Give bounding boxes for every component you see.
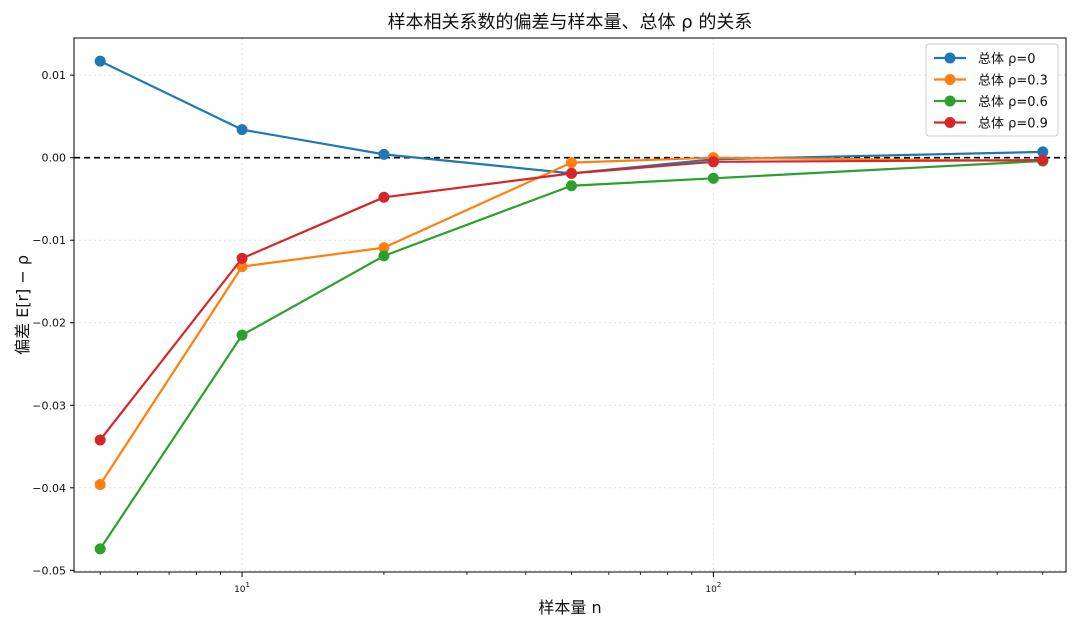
- series-layer: [94, 55, 1049, 555]
- legend-marker: [944, 52, 956, 64]
- series-3: [94, 154, 1049, 446]
- series-line: [99, 60, 1043, 175]
- legend-box: [925, 43, 1059, 137]
- legend-marker: [944, 117, 956, 128]
- data-point: [707, 172, 719, 184]
- legend-marker: [944, 74, 956, 85]
- y-axis: −0.05 −0.04 −0.03 −0.02 −0.01 0.00 0.01: [32, 69, 74, 577]
- legend-marker: [944, 95, 956, 107]
- data-point: [1037, 154, 1049, 166]
- plot-frame: [73, 37, 1067, 573]
- data-point: [236, 124, 248, 136]
- data-point: [378, 242, 390, 254]
- data-point: [565, 157, 577, 169]
- legend-item: 总体 ρ=0.6: [934, 95, 1048, 110]
- data-point: [378, 191, 390, 203]
- y-tick-label: −0.04: [32, 482, 66, 495]
- data-point: [236, 261, 248, 273]
- legend-item: 总体 ρ=0.9: [934, 117, 1048, 132]
- data-point: [565, 180, 577, 192]
- series-line: [99, 159, 1043, 441]
- series-line: [99, 159, 1043, 550]
- x-axis: 101 102: [99, 572, 1044, 595]
- legend-label: 总体 ρ=0.6: [978, 95, 1048, 110]
- legend-label: 总体 ρ=0.9: [978, 117, 1048, 132]
- series-2: [94, 155, 1049, 555]
- data-point: [94, 434, 106, 446]
- legend-label: 总体 ρ=0: [978, 52, 1036, 67]
- y-tick-label: −0.02: [32, 317, 66, 330]
- legend-item: 总体 ρ=0.3: [934, 74, 1048, 89]
- y-tick-label: 0.00: [42, 152, 67, 165]
- y-tick-label: −0.01: [32, 234, 66, 247]
- legend-item: 总体 ρ=0: [934, 52, 1036, 67]
- series-1: [94, 152, 1049, 491]
- data-point: [94, 479, 106, 491]
- legend: 总体 ρ=0 总体 ρ=0.3 总体 ρ=0.6 总体 ρ=0.9: [925, 43, 1059, 137]
- series-line: [99, 156, 1043, 486]
- y-tick-label: −0.05: [32, 564, 66, 577]
- grid-layer: [74, 38, 1066, 572]
- y-axis-label: 偏差 E[r] − ρ: [13, 255, 32, 355]
- data-point: [565, 167, 577, 179]
- data-point: [1037, 146, 1049, 158]
- x-tick-label: 102: [705, 581, 721, 595]
- data-point: [236, 252, 248, 264]
- data-point: [378, 250, 390, 262]
- data-point: [378, 148, 390, 160]
- x-tick-label: 101: [234, 581, 250, 595]
- data-point: [236, 329, 248, 341]
- x-axis-label: 样本量 n: [538, 598, 601, 617]
- legend-label: 总体 ρ=0.3: [978, 74, 1048, 89]
- chart-title: 样本相关系数的偏差与样本量、总体 ρ 的关系: [388, 12, 753, 33]
- y-tick-label: 0.01: [42, 69, 67, 82]
- data-point: [707, 156, 719, 168]
- data-point: [94, 55, 106, 67]
- data-point: [94, 543, 106, 555]
- y-tick-label: −0.03: [32, 399, 66, 412]
